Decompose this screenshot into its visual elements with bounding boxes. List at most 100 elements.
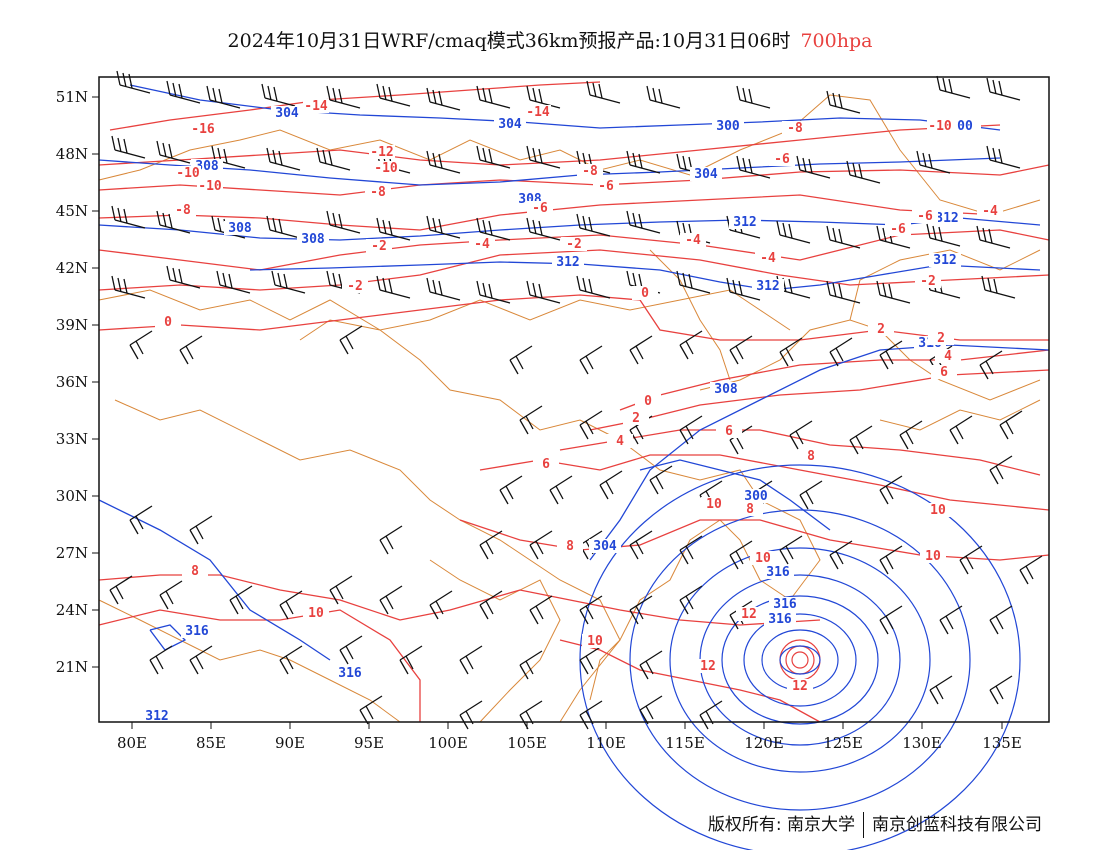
wind-barb [999, 410, 1023, 440]
barb-strokes [826, 280, 861, 304]
barb-strokes [916, 150, 951, 174]
height-label-bg [929, 253, 961, 267]
barb-strokes [266, 147, 301, 171]
temperature-label: -16 [191, 122, 215, 137]
wind-barb [789, 420, 813, 450]
wind-barb [779, 337, 803, 367]
border-line [879, 399, 1041, 431]
temperature-label: -4 [760, 251, 776, 266]
barb-strokes [579, 410, 603, 440]
wind-barb [579, 595, 603, 625]
barb-strokes [986, 77, 1021, 101]
height-label: 316 [766, 565, 790, 580]
wind-barb [166, 265, 201, 289]
map-frame [98, 76, 1050, 723]
geopotential-height-contours [98, 84, 1050, 850]
height-label-bg [334, 666, 366, 680]
temperature-label-bg [737, 502, 763, 516]
wind-barb [216, 270, 251, 294]
wind-barb [159, 580, 183, 610]
typhoon-isobar [721, 595, 879, 725]
barb-strokes [326, 85, 361, 109]
barb-strokes [679, 585, 703, 615]
wind-barb [646, 85, 681, 109]
wind-barb [429, 590, 453, 620]
barb-strokes [156, 210, 191, 234]
temperature-label: 2 [877, 322, 885, 337]
wind-barb [826, 280, 861, 304]
wind-barb [526, 85, 561, 109]
wind-barb [776, 220, 811, 244]
height-label-bg [589, 539, 621, 553]
barb-strokes [426, 87, 461, 111]
wind-barb [339, 325, 363, 355]
height-label: 316 [773, 597, 797, 612]
barb-strokes [879, 605, 903, 635]
y-tick-label: 51N [56, 88, 88, 106]
barb-strokes [476, 145, 511, 169]
wind-barb [949, 415, 973, 445]
temperature-label: 6 [542, 457, 550, 472]
wind-barb [479, 530, 503, 560]
barb-strokes [639, 650, 663, 680]
barb-strokes [279, 645, 303, 675]
barb-strokes [111, 135, 146, 159]
wind-barb [586, 80, 621, 104]
wind-barb [699, 700, 723, 730]
temperature-label-bg [935, 349, 961, 363]
temperature-label-bg [365, 185, 391, 199]
temperature-label-bg [197, 179, 223, 193]
x-tick-label: 115E [665, 734, 705, 752]
barb-strokes [879, 475, 903, 505]
height-label: 312 [935, 211, 958, 226]
x-tick-label: 110E [586, 734, 626, 752]
barb-strokes [229, 585, 253, 615]
barb-strokes [156, 140, 191, 164]
temperature-label-bg [787, 679, 813, 693]
temperature-label: 0 [644, 394, 652, 409]
y-tick-label: 24N [56, 601, 88, 619]
temperature-label: -14 [526, 105, 550, 120]
temperature-label-bg [716, 424, 742, 438]
height-label: 312 [145, 709, 168, 724]
height-label-bg [752, 279, 784, 293]
border-line [429, 559, 561, 723]
barb-strokes [266, 215, 301, 239]
wind-barb [271, 270, 306, 294]
temperature-contour [109, 81, 601, 131]
barb-strokes [676, 270, 711, 294]
barb-strokes [426, 277, 461, 301]
barb-strokes [316, 147, 351, 171]
barb-strokes [476, 85, 511, 109]
barb-strokes [426, 215, 461, 239]
temperature-label: 4 [944, 349, 952, 364]
temperature-label: 12 [792, 679, 808, 694]
barb-strokes [926, 223, 961, 247]
temperature-label: -12 [370, 145, 393, 160]
barb-strokes [829, 337, 853, 367]
barb-strokes [116, 70, 151, 94]
temperature-label-bg [868, 322, 894, 336]
wind-barb [879, 545, 903, 575]
y-tick-label: 48N [56, 145, 88, 163]
barb-strokes [726, 215, 761, 239]
typhoon-warm-core [791, 651, 809, 669]
border-line [114, 399, 621, 723]
height-contour [129, 84, 1001, 131]
wind-barb [629, 530, 653, 560]
temperature-label-bg [680, 233, 706, 247]
wind-barb [736, 155, 771, 179]
barb-strokes [271, 270, 306, 294]
border-line [699, 319, 1041, 401]
barb-strokes [459, 700, 483, 730]
x-tick-label: 100E [428, 734, 468, 752]
wind-barb [526, 217, 561, 241]
border-line [98, 599, 401, 723]
temperature-contour [98, 574, 821, 626]
barb-strokes [579, 595, 603, 625]
border-line [589, 439, 821, 701]
height-label-bg [762, 565, 794, 579]
x-tick-label: 120E [744, 734, 784, 752]
temperature-label-bg [175, 166, 201, 180]
wind-barb [639, 650, 663, 680]
